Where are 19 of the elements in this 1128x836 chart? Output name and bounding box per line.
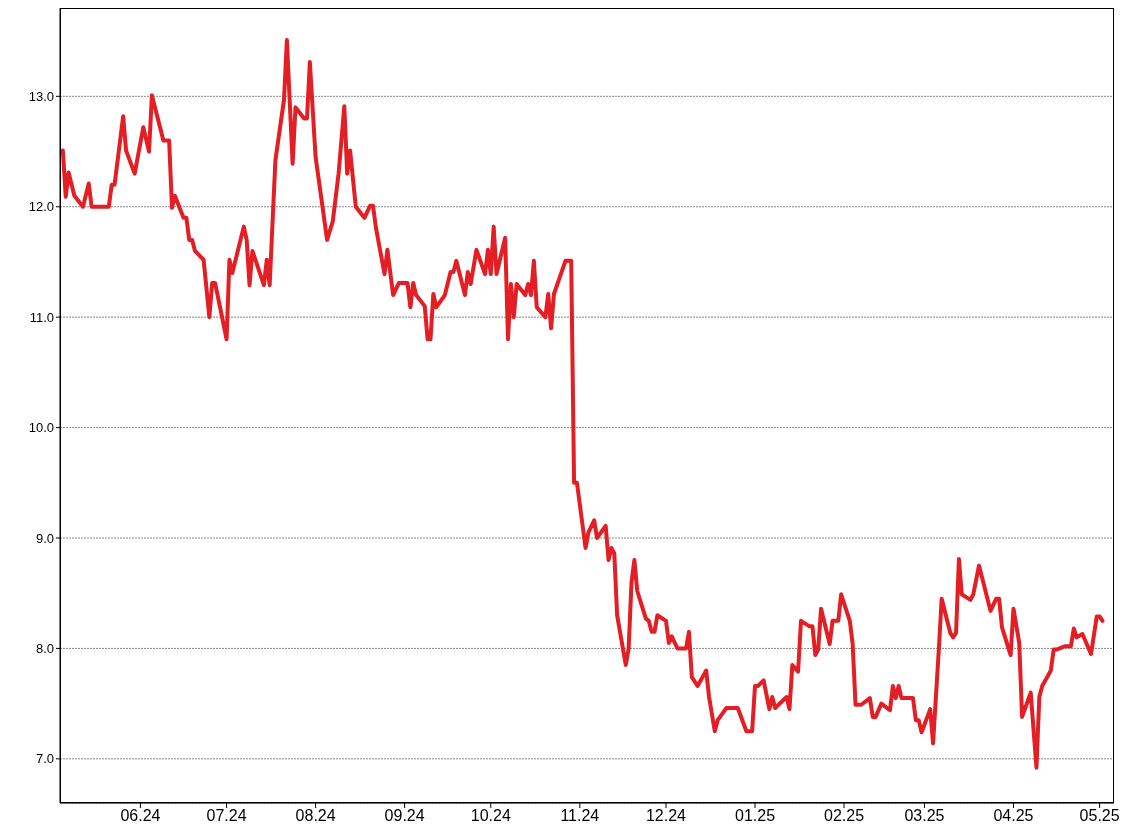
y-tick-label: 12.0 (28, 199, 54, 215)
x-tick-label: 08.24 (295, 807, 336, 825)
x-tick-label: 02.25 (824, 807, 865, 825)
y-tick-label: 7.0 (35, 751, 54, 767)
x-tick-label: 09.24 (384, 807, 425, 825)
x-tick-label: 11.24 (560, 807, 600, 825)
x-tick-label: 03.25 (904, 807, 945, 825)
y-tick-label: 8.0 (35, 641, 54, 657)
x-tick-label: 07.24 (206, 807, 247, 825)
x-tick-label: 12.24 (645, 807, 687, 825)
y-tick-label: 10.0 (28, 420, 54, 436)
x-tick-label: 05.25 (1079, 807, 1120, 825)
x-tick-label: 01.25 (734, 807, 776, 825)
x-tick-label: 10.24 (470, 807, 511, 825)
y-tick-label: 9.0 (35, 530, 54, 546)
y-tick-label: 13.0 (28, 88, 54, 104)
x-tick-label: 04.25 (993, 807, 1034, 825)
y-tick-label: 11.0 (29, 309, 54, 325)
x-tick-label: 06.24 (120, 807, 161, 825)
